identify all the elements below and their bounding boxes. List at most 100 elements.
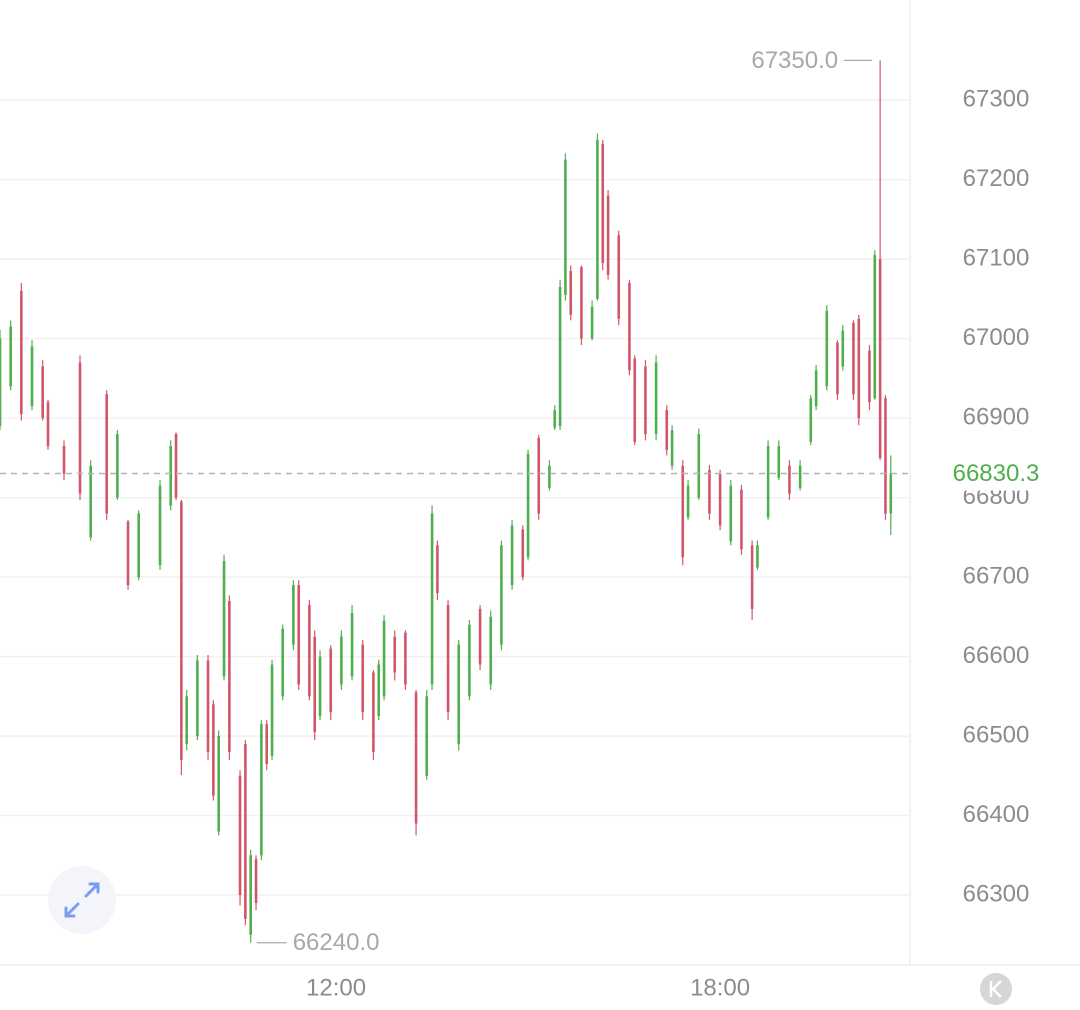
candle-body: [777, 445, 781, 478]
candle-body: [617, 235, 621, 319]
candle-body: [382, 620, 386, 697]
candle-body: [526, 453, 530, 558]
candle-body: [558, 286, 562, 427]
candle-body: [425, 696, 429, 776]
candle-body: [329, 648, 333, 713]
candle-body: [606, 195, 610, 276]
candle-body: [158, 485, 162, 566]
candle-body: [825, 310, 829, 387]
candle-body: [9, 326, 12, 387]
y-tick-label: 66600: [963, 642, 1030, 669]
y-tick-label: 67200: [963, 165, 1030, 192]
y-tick-label: 67000: [963, 324, 1030, 351]
candle-body: [553, 410, 557, 428]
candle-body: [590, 306, 594, 339]
candle-body: [548, 465, 551, 489]
plot: [0, 99, 910, 896]
candle-body: [217, 736, 220, 832]
candle-body: [41, 366, 44, 419]
y-tick-label: 66500: [963, 721, 1030, 748]
candle-body: [361, 644, 365, 713]
candle-body: [670, 430, 674, 466]
candle-body: [654, 362, 658, 435]
annotation-label: 66240.0: [293, 929, 380, 956]
candle-body: [174, 434, 178, 498]
y-tick-label: 66300: [963, 880, 1030, 907]
candle-body: [580, 267, 583, 339]
candle-body: [889, 473, 893, 514]
candle-body: [212, 704, 215, 796]
candle-body: [510, 525, 514, 586]
candle-body: [313, 636, 317, 733]
candle-body: [185, 696, 188, 745]
k-button[interactable]: [980, 973, 1012, 1005]
candle-body: [238, 775, 242, 896]
candle-body: [270, 664, 274, 756]
candle-body: [633, 358, 637, 442]
candle-body: [766, 445, 770, 518]
k-icon: [989, 980, 1002, 998]
candle-body: [686, 485, 690, 518]
y-tick-label: 67300: [963, 86, 1030, 113]
candle-body: [681, 465, 685, 558]
candle-body: [404, 632, 407, 685]
candle-body: [89, 465, 92, 538]
candle-body: [697, 434, 701, 498]
candle-body: [729, 485, 733, 542]
candle-body: [222, 561, 226, 677]
candle-body: [569, 271, 573, 315]
candle-body: [377, 664, 381, 717]
candle-body: [708, 469, 711, 514]
annotation-label: 67350.0: [751, 47, 838, 74]
candle-body: [601, 143, 605, 264]
candle-body: [878, 259, 882, 458]
expand-button[interactable]: [48, 866, 116, 934]
candle-body: [180, 501, 183, 760]
candle-body: [46, 402, 50, 446]
candle-body: [281, 628, 285, 697]
candle-body: [254, 859, 258, 903]
candle-body: [756, 545, 759, 568]
expand-bg: [48, 866, 116, 934]
candle-body: [489, 616, 493, 685]
candle-body: [564, 159, 567, 295]
candle-body: [430, 513, 434, 685]
candle-body: [249, 855, 253, 935]
candle-body: [468, 624, 471, 697]
candle-body: [196, 660, 199, 737]
candle-body: [873, 255, 877, 399]
candle-body: [852, 322, 855, 395]
candle-body: [857, 318, 861, 419]
candle-body: [318, 656, 322, 717]
candle-body: [798, 465, 802, 489]
candle-body: [78, 362, 82, 494]
y-tick-label: 66400: [963, 801, 1030, 828]
candle-body: [868, 350, 871, 403]
candle-body: [457, 644, 461, 745]
candle-body: [297, 585, 301, 685]
last-price-bg: [930, 456, 1060, 491]
candle-body: [393, 636, 397, 673]
candle-body: [665, 410, 669, 450]
candle-body: [244, 744, 247, 919]
candle-body: [414, 692, 418, 824]
candle-body: [126, 521, 130, 586]
candle-body: [292, 585, 295, 645]
candle-body: [521, 529, 525, 578]
candle-body: [814, 370, 818, 407]
candle-body: [628, 282, 631, 371]
candle-body: [446, 604, 450, 713]
candle-body: [750, 545, 754, 609]
candle-body: [841, 330, 845, 367]
candle-body: [718, 473, 722, 526]
candle-body: [62, 445, 66, 474]
candle-body: [308, 604, 311, 697]
candle-body: [30, 346, 34, 407]
candle-body: [260, 724, 263, 856]
candle-body: [740, 489, 743, 550]
candle-body: [105, 394, 108, 514]
y-tick-label: 66900: [963, 403, 1030, 430]
candle-body: [500, 545, 503, 645]
candle-body: [0, 338, 2, 427]
